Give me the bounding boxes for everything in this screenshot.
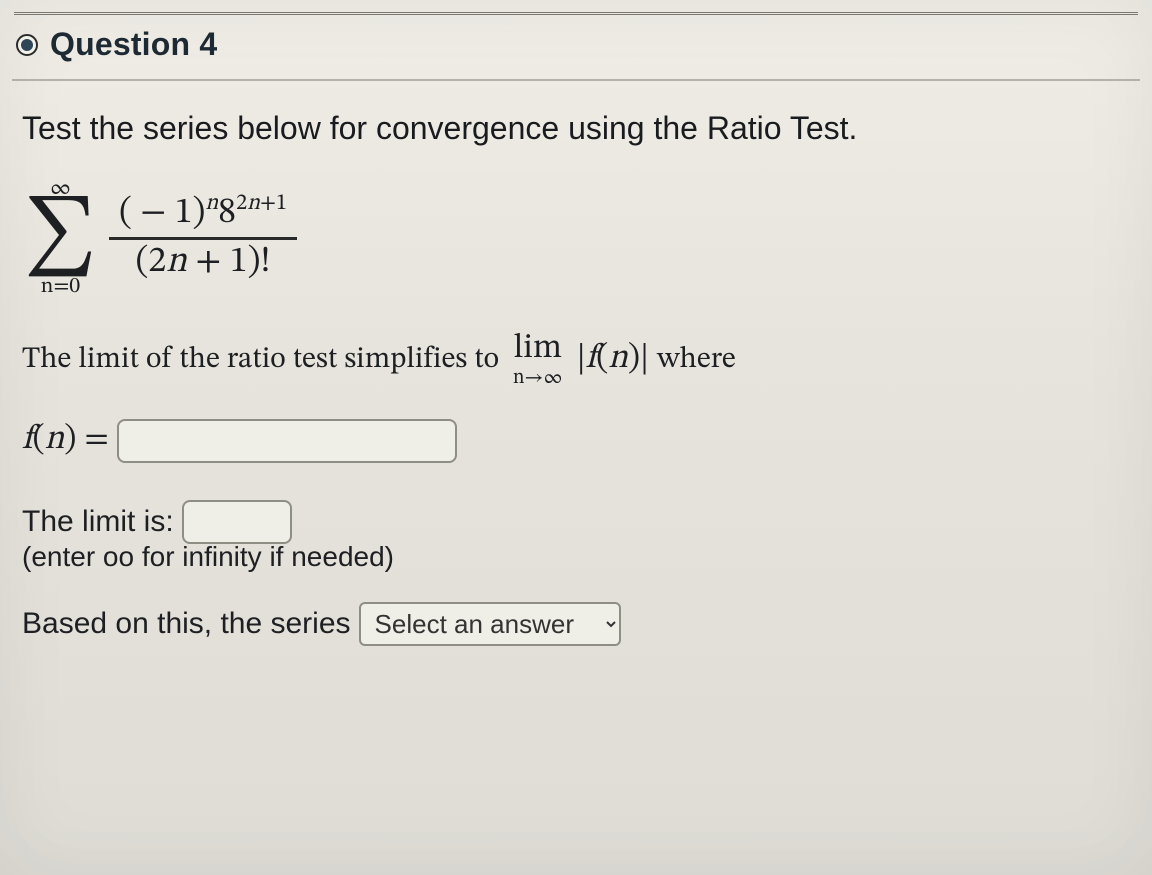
top-rule [14,12,1138,20]
limit-description-row: The limit of the ratio test simplifies t… [22,332,1130,388]
sigma-icon: ∑ [24,202,97,272]
fraction-denominator: (2n + 1)! [125,242,280,284]
fraction-numerator: ( − 1)n82n+1 [109,193,297,235]
question-header: Question 4 [14,20,1138,79]
fn-input-row: f(n) = [22,418,1130,464]
fraction-bar [109,237,297,240]
conclusion-prefix: Based on this, the series [22,604,351,645]
conclusion-select[interactable]: Select an answer [359,602,621,646]
limit-suffix: where [657,340,736,381]
lim-operator: lim n→∞ [513,332,563,388]
lim-sub: n→∞ [513,366,563,388]
sigma-block: ∞ ∑ n=0 [24,178,97,298]
limit-hint: (enter oo for infinity if needed) [22,538,1130,576]
prompt-text: Test the series below for convergence us… [22,107,1130,150]
limit-label: The limit is: [22,502,174,543]
fraction: ( − 1)n82n+1 (2n + 1)! [109,193,297,284]
header-divider [12,79,1140,81]
fn-input[interactable] [117,419,457,463]
question-body: Test the series below for convergence us… [14,81,1138,646]
sigma-lower: n=0 [41,272,80,298]
series-expression: ∞ ∑ n=0 ( − 1)n82n+1 (2n + 1)! [24,178,1130,298]
lim-label: lim [514,332,562,366]
conclusion-row: Based on this, the series Select an answ… [22,602,1130,646]
quiz-question-panel: Question 4 Test the series below for con… [0,0,1152,875]
fn-label: f(n) = [22,418,109,464]
fn-abs: |f(n)| [577,337,649,383]
limit-prefix: The limit of the ratio test simplifies t… [22,340,499,381]
question-title: Question 4 [50,26,217,63]
radio-dot-icon [21,39,33,51]
question-radio[interactable] [16,34,38,56]
